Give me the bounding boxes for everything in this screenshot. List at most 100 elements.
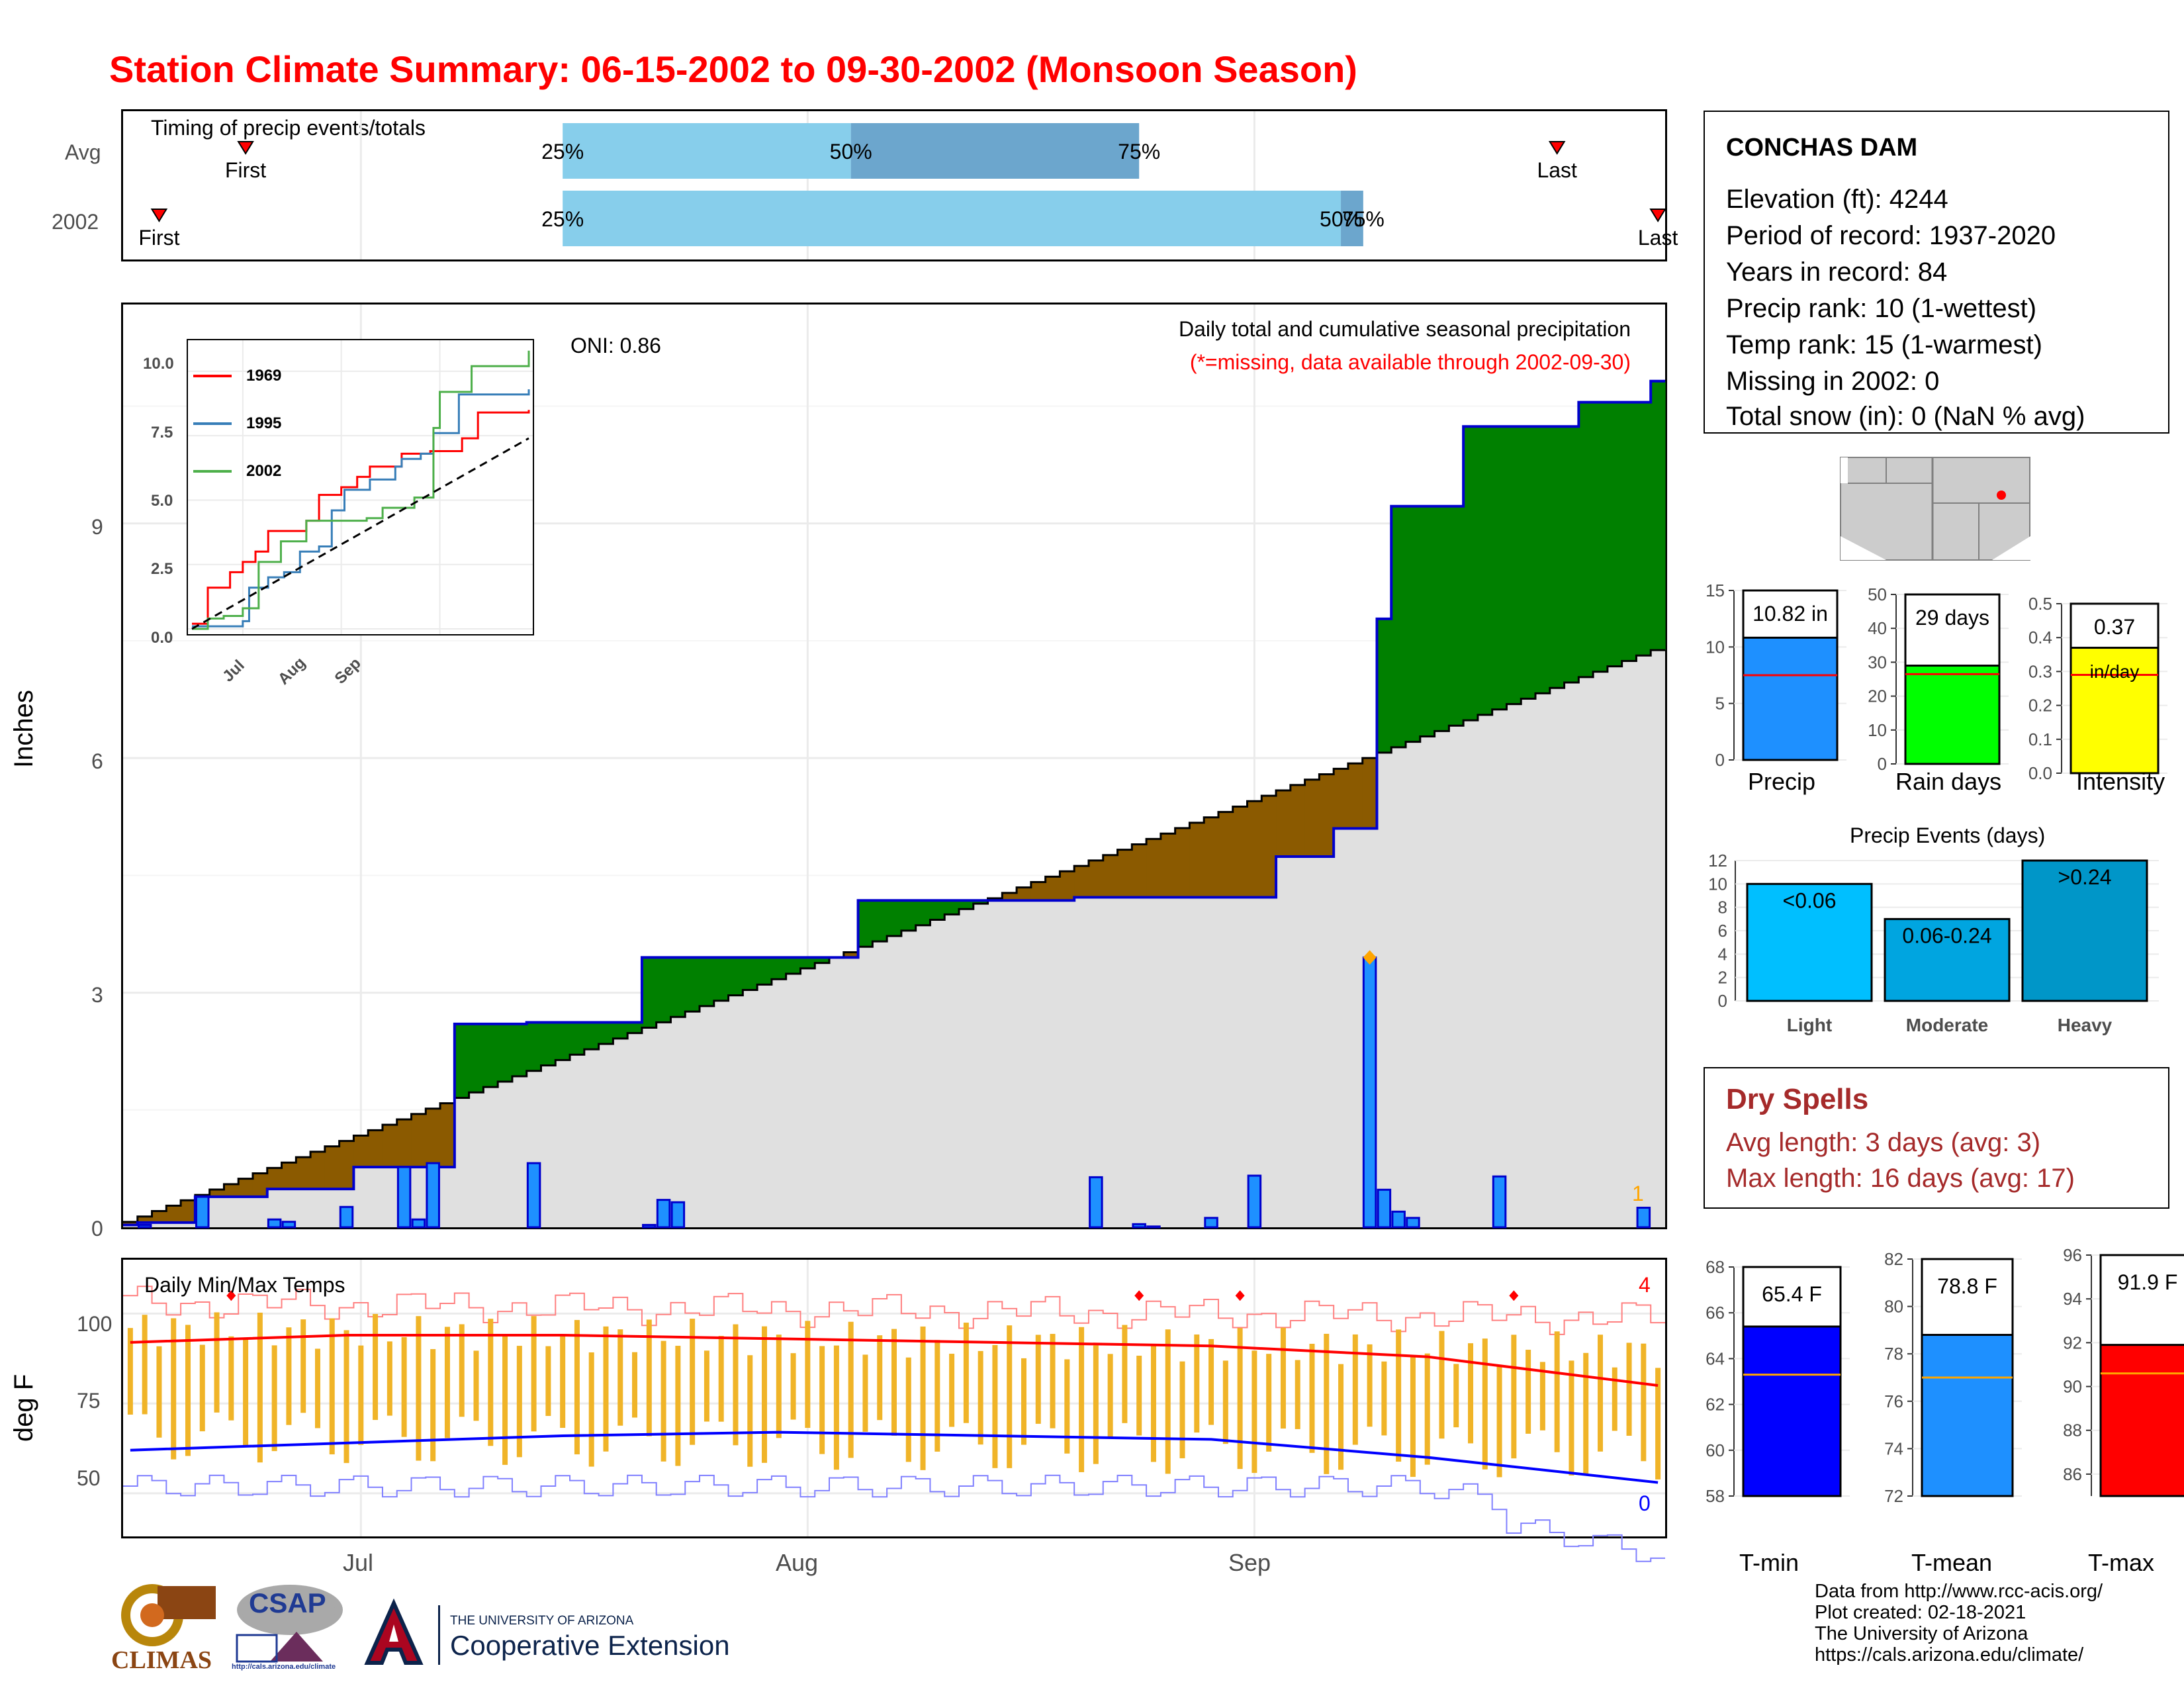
events-tick-label: 10 — [1708, 874, 1727, 894]
below-avg-area — [368, 1130, 383, 1168]
below-avg-area — [310, 1151, 326, 1190]
ua-line1: THE UNIVERSITY OF ARIZONA — [450, 1614, 634, 1628]
below-avg-area — [296, 1157, 311, 1190]
above-avg-area — [454, 1023, 470, 1098]
daily-temp-bar — [1352, 1334, 1358, 1445]
daily-temp-bar — [574, 1320, 580, 1455]
inset-average-line — [191, 437, 529, 630]
above-avg-area — [915, 900, 931, 925]
daily-temp-bar — [617, 1329, 623, 1426]
daily-temp-bar — [1266, 1354, 1272, 1452]
above-avg-area — [1391, 506, 1406, 747]
daily-temp-bar — [387, 1341, 392, 1416]
above-avg-area — [1492, 426, 1508, 710]
daily-temp-bar — [848, 1321, 854, 1458]
record-high-marker — [1134, 1290, 1144, 1301]
footer-data-source: Data from http://www.rcc-acis.org/ — [1815, 1581, 2103, 1602]
daily-precip-bar — [1391, 1210, 1406, 1229]
below-avg-area — [1304, 779, 1320, 857]
daily-temp-bar — [1093, 1345, 1099, 1464]
main-ylabel: Inches — [9, 690, 38, 768]
daily-temp-bar — [1496, 1366, 1502, 1477]
above-avg-area — [872, 900, 887, 942]
above-avg-area — [743, 957, 758, 990]
above-avg-area — [584, 1022, 600, 1050]
footer-url: https://cals.arizona.edu/climate/ — [1815, 1644, 2084, 1665]
station-missing: Missing in 2002: 0 — [1726, 367, 1940, 396]
below-avg-area — [1117, 849, 1132, 898]
record-low-line — [123, 1474, 1665, 1562]
events-tick-label: 2 — [1718, 968, 1727, 988]
station-temp-rank: Temp rank: 15 (1-warmest) — [1726, 330, 2042, 359]
timing-last-marker — [1649, 209, 1666, 222]
daily-temp-bar — [516, 1346, 522, 1458]
summary-value-label: 0.37 — [2094, 615, 2135, 639]
above-avg-area — [1578, 402, 1594, 677]
above-avg-area — [800, 957, 815, 968]
above-avg-area — [1420, 506, 1435, 737]
below-avg-area — [1088, 860, 1104, 898]
events-tick-label: 6 — [1718, 921, 1727, 941]
temp-ytick: 75 — [77, 1389, 101, 1413]
above-avg-area — [685, 957, 700, 1012]
daily-precip-bar — [1247, 1174, 1262, 1229]
timing-row-label-2002: 2002 — [52, 210, 99, 234]
below-avg-area — [267, 1168, 283, 1190]
daily-temp-bar — [646, 1319, 652, 1436]
daily-temp-bar — [416, 1316, 422, 1461]
below-avg-area — [1276, 790, 1291, 857]
below-avg-area — [411, 1113, 426, 1168]
tempbar-2-tick-label: 96 — [2063, 1245, 2082, 1265]
tempbar-0-tick-label: 64 — [1706, 1348, 1725, 1368]
events-category-label: Light — [1787, 1015, 1832, 1035]
summary-1-tick-label: 20 — [1868, 686, 1887, 706]
above-avg-area — [815, 957, 830, 963]
tempbar-1-tick-label: 76 — [1884, 1391, 1903, 1411]
summary-2-tick-label: 0.1 — [2028, 729, 2052, 749]
above-avg-area — [1506, 426, 1522, 704]
summary-2-tick-label: 0.0 — [2028, 763, 2052, 783]
events-tick-label: 0 — [1718, 991, 1727, 1011]
events-title: Precip Events (days) — [1850, 823, 2046, 847]
summary-label-raindays: Rain days — [1895, 768, 2002, 795]
below-avg-area — [1103, 855, 1118, 898]
daily-temp-bar — [733, 1324, 739, 1446]
above-avg-area — [757, 957, 772, 985]
daily-temp-bar — [243, 1337, 249, 1447]
locator-map — [1840, 457, 2030, 561]
daily-temp-bar — [877, 1335, 883, 1421]
daily-temp-bar — [978, 1350, 983, 1445]
above-avg-area — [958, 900, 974, 910]
summary-0-tick-label: 0 — [1715, 750, 1725, 770]
above-avg-area — [670, 957, 686, 1017]
summary-1-tick-label: 50 — [1868, 585, 1887, 604]
above-avg-area — [1549, 426, 1565, 688]
above-avg-area — [483, 1023, 498, 1088]
daily-temp-bar — [1468, 1343, 1474, 1444]
timing-bar-q50-q75 — [1341, 191, 1363, 246]
daily-temp-bar — [1136, 1356, 1142, 1436]
tempbar-2-tick-label: 88 — [2063, 1421, 2082, 1440]
ua-divider — [438, 1605, 440, 1665]
timing-row-label-avg: Avg — [65, 140, 101, 164]
temp-summary-bars: 58 60 62 64 66 68 65.4 F 72 74 76 78 80 82 78.8 F 86 88… — [1706, 1245, 2184, 1506]
daily-temp-bar — [660, 1340, 666, 1462]
daily-precip-bar — [267, 1218, 282, 1229]
above-avg-area — [901, 900, 917, 931]
temp-high-count: 4 — [1639, 1273, 1651, 1297]
above-avg-area — [728, 957, 743, 996]
events-category-label: Moderate — [1906, 1015, 1988, 1035]
below-avg-area — [843, 952, 859, 958]
summary-2-tick-label: 0.4 — [2028, 628, 2052, 647]
below-avg-area — [1247, 801, 1262, 898]
events-bar-text: >0.24 — [2058, 865, 2112, 889]
tempbar-0-bar — [1742, 1325, 1842, 1497]
daily-temp-bar — [430, 1349, 436, 1462]
below-avg-area — [324, 1146, 340, 1190]
station-location-marker — [1997, 491, 2006, 500]
daily-precip-bar — [426, 1162, 440, 1229]
timing-first-marker — [237, 141, 254, 155]
above-avg-area — [1477, 426, 1493, 715]
station-years: Years in record: 84 — [1726, 258, 1948, 287]
